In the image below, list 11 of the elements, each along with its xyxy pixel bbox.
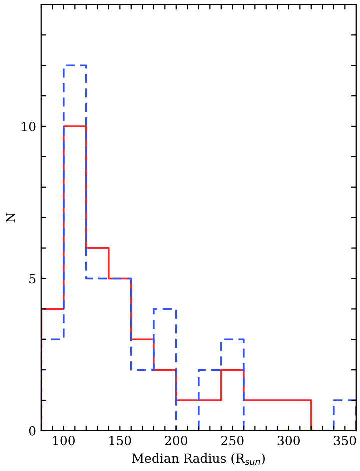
y-tick-label: 5 <box>30 274 36 284</box>
x-tick-label: 100 <box>53 436 75 446</box>
x-axis-title: Median Radius (R$_{sun}$) <box>132 453 265 466</box>
x-tick-label: 200 <box>165 436 188 446</box>
x-tick-label: 350 <box>334 436 356 446</box>
x-tick-label: 150 <box>110 436 132 446</box>
y-tick-label: 10 <box>22 122 36 132</box>
y-axis-title: N <box>6 212 16 223</box>
x-tick-label: 300 <box>278 436 300 446</box>
x-tick-label: 250 <box>222 436 244 446</box>
y-tick-label: 0 <box>29 426 36 436</box>
